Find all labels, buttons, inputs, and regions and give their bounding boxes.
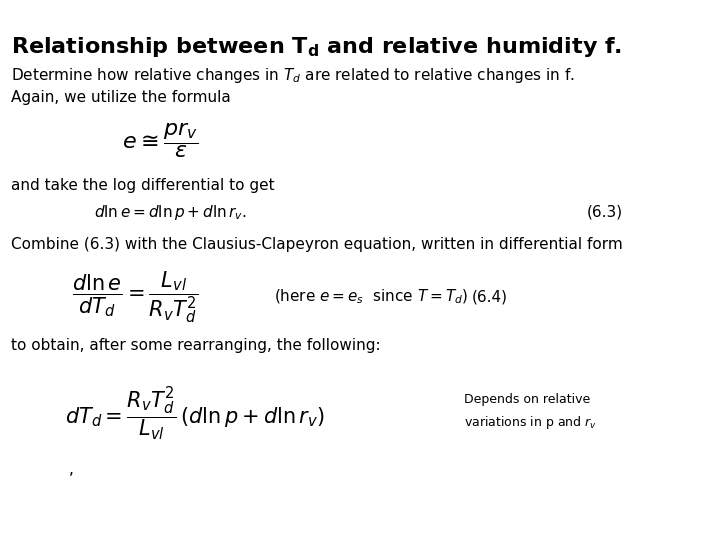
Text: Again, we utilize the formula: Again, we utilize the formula — [11, 90, 230, 105]
Text: variations in p and $r_v$: variations in p and $r_v$ — [464, 414, 598, 431]
Text: (6.4): (6.4) — [472, 289, 508, 305]
Text: Depends on relative: Depends on relative — [464, 393, 590, 406]
Text: to obtain, after some rearranging, the following:: to obtain, after some rearranging, the f… — [11, 338, 380, 353]
Text: and take the log differential to get: and take the log differential to get — [11, 178, 274, 193]
Text: (6.3): (6.3) — [587, 205, 623, 220]
Text: $e \cong \dfrac{pr_v}{\varepsilon}$: $e \cong \dfrac{pr_v}{\varepsilon}$ — [122, 121, 199, 160]
Text: (here $e = e_s$  since $T=T_d$): (here $e = e_s$ since $T=T_d$) — [274, 288, 468, 306]
Text: $d\mathrm{ln}\,e = d\mathrm{ln}\,p + d\mathrm{ln}\,r_v.$: $d\mathrm{ln}\,e = d\mathrm{ln}\,p + d\m… — [94, 202, 246, 222]
Text: $\dfrac{d\mathrm{ln}\,e}{dT_d} = \dfrac{L_{vl}}{R_v T_d^2}$: $\dfrac{d\mathrm{ln}\,e}{dT_d} = \dfrac{… — [72, 269, 199, 325]
Text: ,: , — [68, 462, 73, 477]
Text: Relationship between $\mathbf{T_d}$ and relative humidity f.: Relationship between $\mathbf{T_d}$ and … — [11, 35, 622, 59]
Text: $dT_d = \dfrac{R_v T_d^2}{L_{vl}}\,(d\mathrm{ln}\,p + d\mathrm{ln}\,r_v)$: $dT_d = \dfrac{R_v T_d^2}{L_{vl}}\,(d\ma… — [65, 386, 325, 443]
Text: Combine (6.3) with the Clausius-Clapeyron equation, written in differential form: Combine (6.3) with the Clausius-Clapeyro… — [11, 237, 623, 252]
Text: Determine how relative changes in $T_d$ are related to relative changes in f.: Determine how relative changes in $T_d$ … — [11, 66, 575, 85]
